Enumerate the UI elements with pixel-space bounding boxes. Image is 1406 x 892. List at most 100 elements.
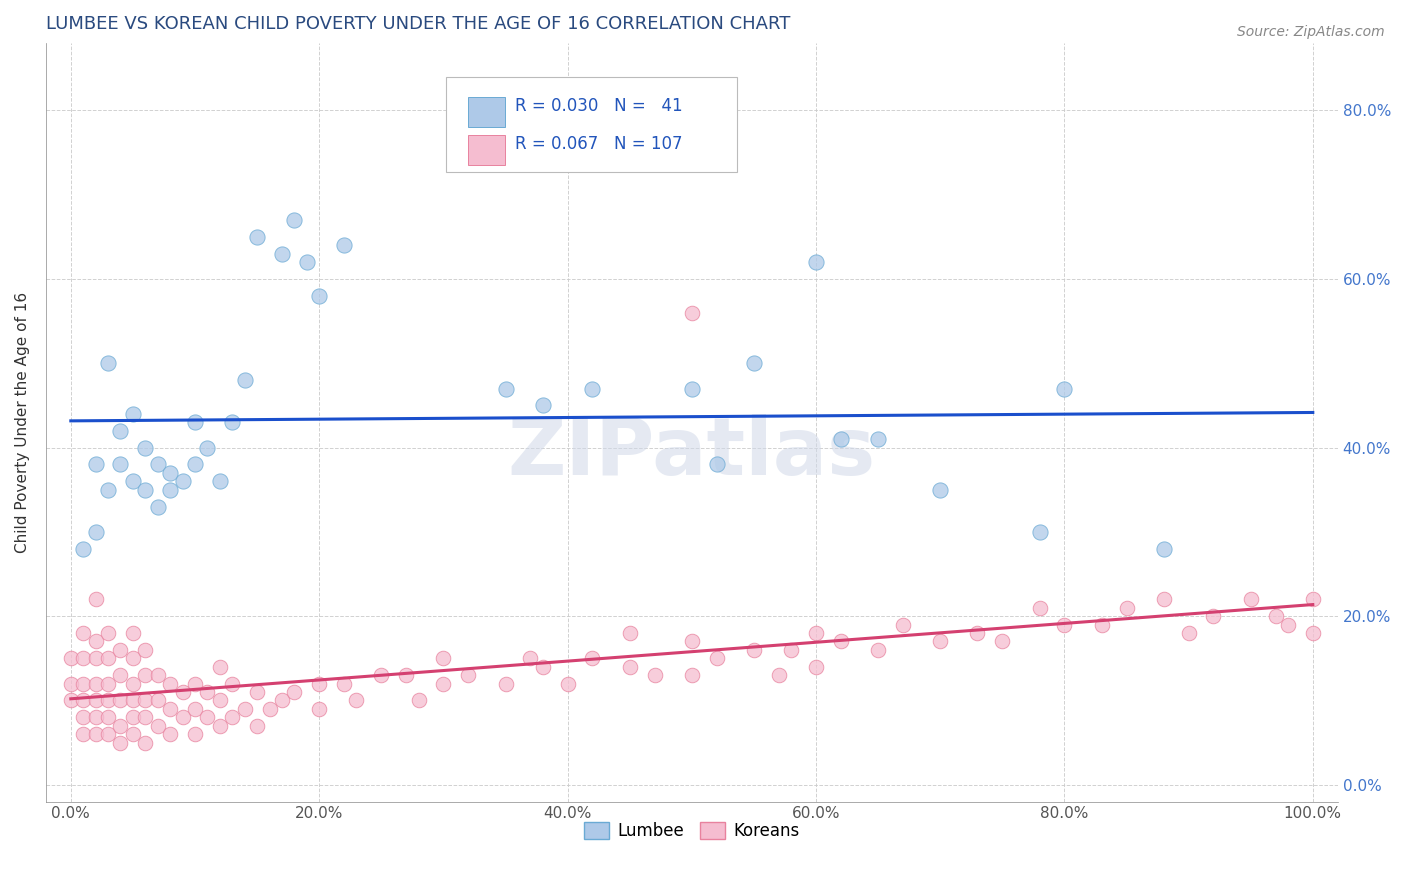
Point xyxy=(283,685,305,699)
Point xyxy=(246,719,269,733)
Point xyxy=(432,676,454,690)
Point xyxy=(110,668,132,682)
Point xyxy=(742,643,765,657)
Point xyxy=(122,693,145,707)
Point xyxy=(208,475,231,489)
Point xyxy=(97,651,120,665)
Point xyxy=(72,710,94,724)
FancyBboxPatch shape xyxy=(446,77,737,172)
Point xyxy=(1264,609,1286,624)
Point xyxy=(184,727,207,741)
Text: LUMBEE VS KOREAN CHILD POVERTY UNDER THE AGE OF 16 CORRELATION CHART: LUMBEE VS KOREAN CHILD POVERTY UNDER THE… xyxy=(46,15,790,33)
Point xyxy=(271,693,294,707)
Point xyxy=(681,305,703,319)
Point xyxy=(804,659,827,673)
Point xyxy=(122,727,145,741)
Point xyxy=(531,659,554,673)
Point xyxy=(295,255,318,269)
Point xyxy=(184,702,207,716)
Point xyxy=(134,643,156,657)
Point xyxy=(283,213,305,227)
Point xyxy=(134,693,156,707)
Point xyxy=(868,643,890,657)
Point xyxy=(619,659,641,673)
Point xyxy=(110,643,132,657)
Point xyxy=(110,693,132,707)
Point xyxy=(706,651,728,665)
Point xyxy=(1240,592,1263,607)
Point xyxy=(1153,541,1175,556)
Legend: Lumbee, Koreans: Lumbee, Koreans xyxy=(576,815,807,847)
Point xyxy=(1028,600,1050,615)
Y-axis label: Child Poverty Under the Age of 16: Child Poverty Under the Age of 16 xyxy=(15,292,30,553)
Point xyxy=(1277,617,1299,632)
Point xyxy=(59,693,82,707)
Point xyxy=(84,458,107,472)
Point xyxy=(208,693,231,707)
Point xyxy=(395,668,418,682)
Point xyxy=(97,626,120,640)
Point xyxy=(110,458,132,472)
Point xyxy=(197,685,219,699)
Point xyxy=(84,727,107,741)
Point xyxy=(929,634,952,648)
Point xyxy=(97,710,120,724)
Point xyxy=(1153,592,1175,607)
Point xyxy=(122,626,145,640)
Point xyxy=(146,693,169,707)
Point xyxy=(531,398,554,412)
Point xyxy=(333,676,356,690)
Point xyxy=(122,475,145,489)
Point xyxy=(122,651,145,665)
Point xyxy=(408,693,430,707)
Point xyxy=(1202,609,1225,624)
Point xyxy=(97,676,120,690)
Point xyxy=(208,719,231,733)
Point xyxy=(122,710,145,724)
Bar xyxy=(468,96,505,127)
Point xyxy=(457,668,479,682)
Point xyxy=(84,710,107,724)
Point xyxy=(84,676,107,690)
Point xyxy=(1028,524,1050,539)
Point xyxy=(681,634,703,648)
Point xyxy=(84,524,107,539)
Point xyxy=(134,735,156,749)
Point xyxy=(72,626,94,640)
Point xyxy=(72,676,94,690)
Point xyxy=(146,458,169,472)
Point xyxy=(246,685,269,699)
Point xyxy=(1053,382,1076,396)
Point xyxy=(308,289,330,303)
Point xyxy=(159,466,181,480)
Point xyxy=(681,382,703,396)
Point xyxy=(146,668,169,682)
Point xyxy=(197,710,219,724)
Point xyxy=(172,685,194,699)
Point xyxy=(1053,617,1076,632)
Point xyxy=(519,651,541,665)
Point xyxy=(159,483,181,497)
Point xyxy=(84,634,107,648)
Point xyxy=(159,727,181,741)
Point xyxy=(308,676,330,690)
Point xyxy=(891,617,914,632)
Point xyxy=(495,382,517,396)
Point xyxy=(134,483,156,497)
Point xyxy=(1091,617,1114,632)
Point xyxy=(84,592,107,607)
Point xyxy=(581,651,603,665)
Point xyxy=(134,668,156,682)
Point xyxy=(432,651,454,665)
Point xyxy=(830,634,852,648)
Point xyxy=(966,626,988,640)
Point xyxy=(370,668,392,682)
Point xyxy=(991,634,1014,648)
Point xyxy=(197,441,219,455)
Point xyxy=(97,483,120,497)
Point xyxy=(271,246,294,260)
Point xyxy=(146,500,169,514)
Point xyxy=(221,415,243,429)
Point xyxy=(72,541,94,556)
Point xyxy=(72,693,94,707)
